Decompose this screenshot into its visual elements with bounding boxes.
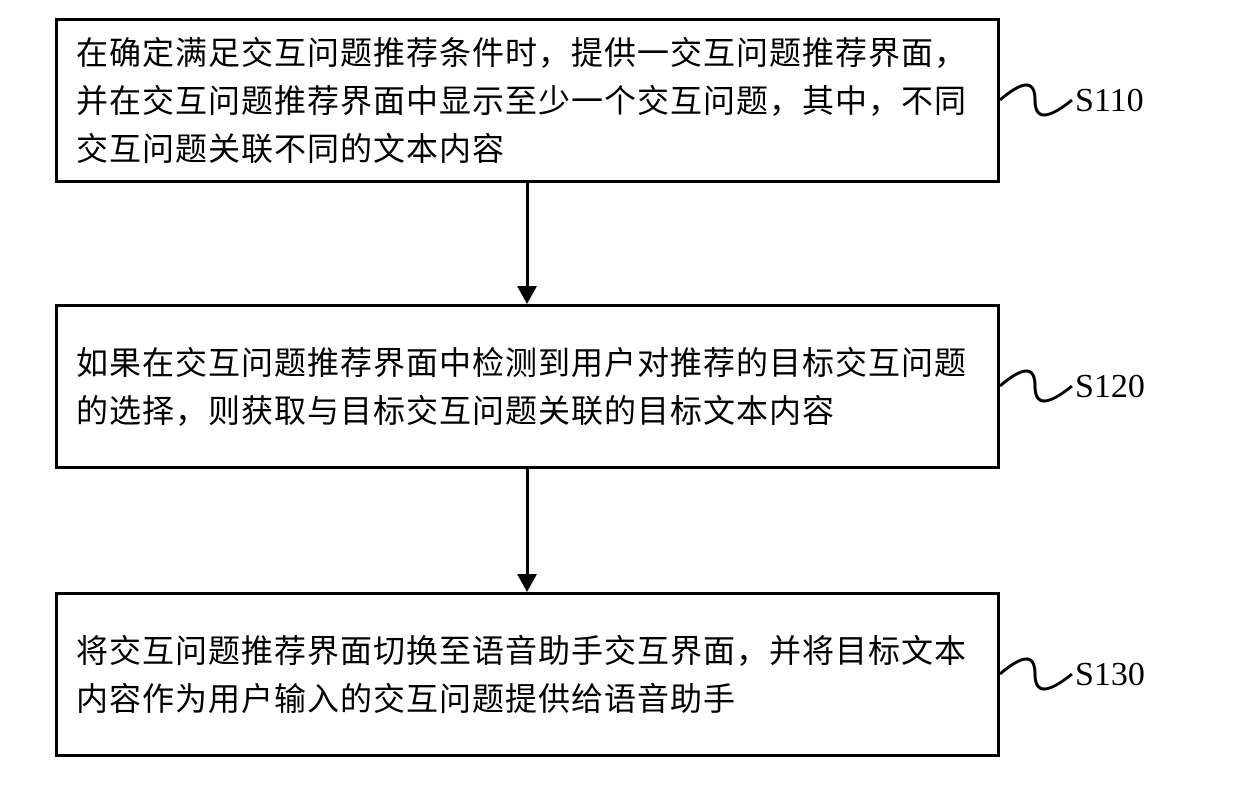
arrow-line-2 bbox=[526, 469, 529, 574]
arrow-head-2 bbox=[517, 574, 537, 592]
flowchart-container: 在确定满足交互问题推荐条件时，提供一交互问题推荐界面，并在交互问题推荐界面中显示… bbox=[0, 0, 1240, 790]
step-label-s120: S120 bbox=[1075, 368, 1145, 406]
flowchart-step-s110: 在确定满足交互问题推荐条件时，提供一交互问题推荐界面，并在交互问题推荐界面中显示… bbox=[55, 18, 1000, 183]
connector-curve-s130 bbox=[1000, 644, 1075, 704]
step-text-s120: 如果在交互问题推荐界面中检测到用户对推荐的目标交互问题的选择，则获取与目标交互问… bbox=[76, 339, 979, 435]
connector-curve-s120 bbox=[1000, 356, 1075, 416]
arrow-line-1 bbox=[526, 183, 529, 286]
step-text-s110: 在确定满足交互问题推荐条件时，提供一交互问题推荐界面，并在交互问题推荐界面中显示… bbox=[76, 29, 979, 173]
step-label-s130: S130 bbox=[1075, 656, 1145, 694]
step-text-s130: 将交互问题推荐界面切换至语音助手交互界面，并将目标文本内容作为用户输入的交互问题… bbox=[76, 627, 979, 723]
flowchart-step-s120: 如果在交互问题推荐界面中检测到用户对推荐的目标交互问题的选择，则获取与目标交互问… bbox=[55, 304, 1000, 469]
flowchart-step-s130: 将交互问题推荐界面切换至语音助手交互界面，并将目标文本内容作为用户输入的交互问题… bbox=[55, 592, 1000, 757]
arrow-head-1 bbox=[517, 286, 537, 304]
connector-curve-s110 bbox=[1000, 70, 1075, 130]
step-label-s110: S110 bbox=[1075, 82, 1144, 120]
